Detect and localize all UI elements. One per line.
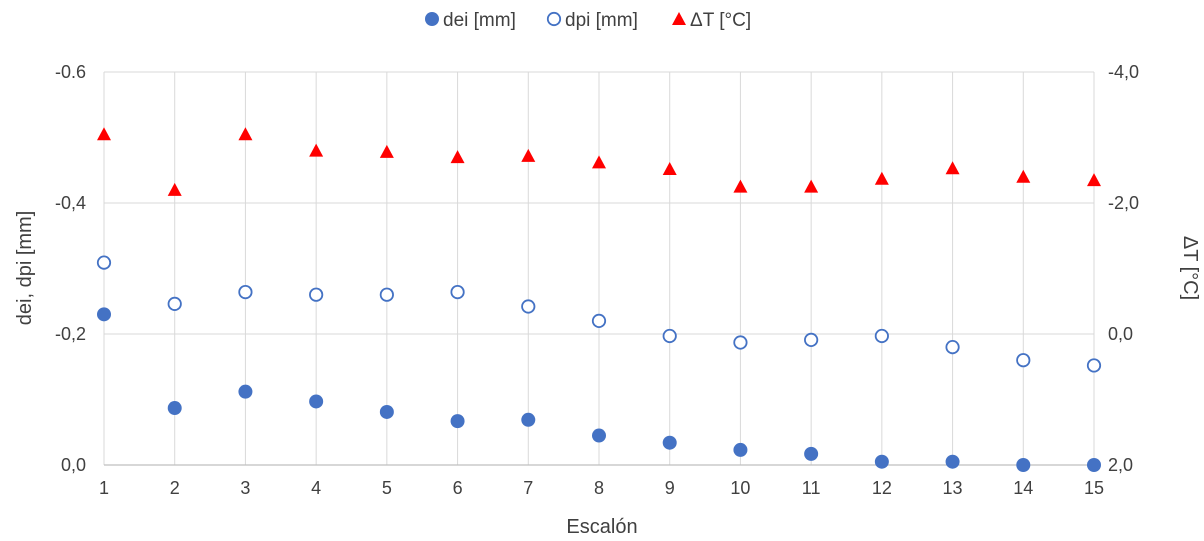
x-tick-label: 2 <box>170 478 180 498</box>
legend-label-dpi: dpi [mm] <box>565 10 638 31</box>
dei-point <box>804 446 819 461</box>
dei-point <box>309 394 324 409</box>
dpi-point <box>450 284 465 300</box>
deltat-point <box>379 144 394 158</box>
dei-point <box>662 435 677 450</box>
x-tick-label: 14 <box>1013 478 1033 498</box>
legend: dei [mm] dpi [mm] ΔT [°C] <box>425 10 751 31</box>
dei-point <box>521 412 536 427</box>
deltat-point <box>521 148 536 162</box>
x-tick-label: 11 <box>802 478 821 498</box>
legend-marker-dei <box>425 12 439 26</box>
dei-point <box>1087 458 1101 472</box>
y-tick-label: 0,0 <box>61 455 86 475</box>
x-tick-label: 3 <box>240 478 250 498</box>
deltat-point <box>97 127 111 141</box>
legend-label-deltat: ΔT [°C] <box>690 10 751 31</box>
legend-label-dei: dei [mm] <box>443 10 516 31</box>
x-tick-label: 6 <box>453 478 463 498</box>
dpi-point <box>662 328 677 344</box>
x-tick-label: 13 <box>943 478 963 498</box>
series-2 <box>97 127 1101 196</box>
y2-tick-label: 2,0 <box>1108 455 1133 475</box>
x-tick-label: 7 <box>523 478 533 498</box>
dpi-point <box>804 332 819 347</box>
y-tick-label: -0,2 <box>55 324 86 344</box>
series-1 <box>96 255 1102 373</box>
x-tick-label: 1 <box>99 478 109 498</box>
deltat-point <box>238 127 253 141</box>
dpi-point <box>945 339 960 355</box>
dpi-point <box>379 287 394 302</box>
y2-tick-label: 0,0 <box>1108 324 1133 344</box>
deltat-point <box>1087 173 1101 187</box>
x-tick-label: 9 <box>665 478 675 498</box>
deltat-point <box>1016 169 1031 183</box>
y2-tick-label: -2,0 <box>1108 193 1139 213</box>
dpi-point <box>521 299 536 314</box>
y-tick-label: -0.6 <box>55 62 86 82</box>
deltat-point <box>733 179 748 193</box>
x-tick-label: 8 <box>594 478 604 498</box>
tick-labels: 0,0-0,2-0,4-0.62,00,0-2,0-4,01 2 3 4 5 6 7 8 9 10… <box>55 62 1139 498</box>
x-tick-label: 4 <box>311 478 321 498</box>
x-tick-label: 12 <box>872 478 892 498</box>
deltat-point <box>450 150 465 164</box>
dei-point <box>1016 458 1031 472</box>
dei-point <box>167 401 182 416</box>
legend-item-dei: dei [mm] <box>425 10 516 31</box>
dei-point <box>733 442 748 457</box>
series <box>96 127 1102 472</box>
series-0 <box>97 307 1101 472</box>
deltat-point <box>309 143 324 157</box>
legend-marker-deltat <box>672 12 686 25</box>
dei-point <box>874 454 889 469</box>
grid <box>103 71 1095 465</box>
deltat-point <box>874 171 889 185</box>
deltat-point <box>945 161 960 175</box>
legend-item-dpi: dpi [mm] <box>546 10 638 31</box>
x-tick-label: 10 <box>730 478 750 498</box>
y2-axis-title: ΔT [°C] <box>1179 236 1201 300</box>
y-tick-label: -0,4 <box>55 193 86 213</box>
deltat-point <box>662 161 677 175</box>
dpi-point <box>733 335 748 350</box>
dpi-point <box>874 328 889 344</box>
dpi-point <box>238 284 253 300</box>
dpi-point <box>591 313 607 328</box>
deltat-point <box>804 179 819 193</box>
legend-marker-dpi <box>546 11 562 27</box>
dpi-point <box>309 287 324 302</box>
dpi-point <box>96 255 112 270</box>
dei-point <box>450 414 465 429</box>
dpi-point <box>167 296 182 311</box>
dei-point <box>97 307 111 322</box>
deltat-point <box>167 182 182 196</box>
dei-point <box>238 384 253 399</box>
y2-tick-label: -4,0 <box>1108 62 1139 82</box>
x-tick-label: 15 <box>1084 478 1104 498</box>
deltat-point <box>592 155 606 169</box>
dei-point <box>592 428 606 443</box>
y-axis-title: dei, dpi [mm] <box>14 211 36 325</box>
x-axis-title: Escalón <box>566 516 637 538</box>
dei-point <box>945 454 960 469</box>
dpi-point <box>1016 353 1031 368</box>
dei-point <box>379 404 394 419</box>
dpi-point <box>1086 358 1102 373</box>
x-tick-label: 5 <box>382 478 392 498</box>
legend-item-deltat: ΔT [°C] <box>672 10 751 31</box>
